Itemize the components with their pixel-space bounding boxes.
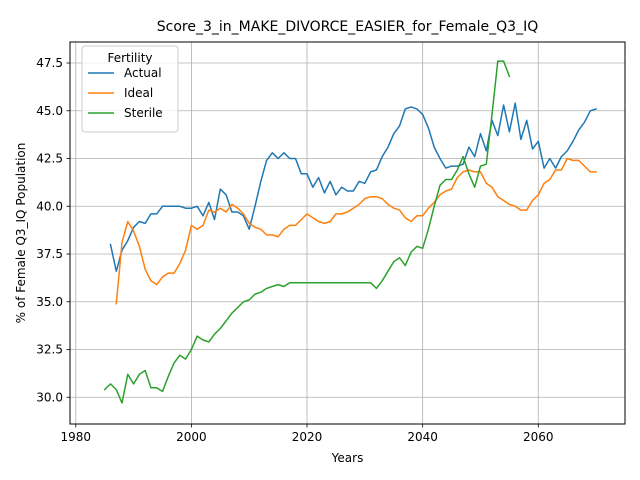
x-tick-label: 1980: [61, 430, 92, 444]
y-tick-label: 40.0: [36, 199, 63, 213]
series-line-ideal: [115, 157, 597, 305]
legend-title: Fertility: [107, 51, 152, 65]
series-lines: [103, 60, 598, 404]
y-tick-label: 30.0: [36, 390, 63, 404]
chart-title: Score_3_in_MAKE_DIVORCE_EASIER_for_Femal…: [157, 19, 538, 35]
y-tick-label: 35.0: [36, 295, 63, 309]
y-tick-label: 32.5: [36, 343, 63, 357]
x-tick-label: 2040: [407, 430, 438, 444]
y-tick-label: 47.5: [36, 56, 63, 70]
x-tick-label: 2060: [523, 430, 554, 444]
series-line-actual: [109, 102, 598, 272]
plot-frame: [69, 41, 626, 425]
x-tick-label: 2020: [292, 430, 323, 444]
y-tick-label: 45.0: [36, 104, 63, 118]
legend-label-sterile: Sterile: [124, 106, 163, 120]
x-axis-title: Years: [331, 451, 364, 465]
y-axis: 30.0 32.5 35.0 37.5 40.0 42.5 45.0 47.5: [36, 56, 70, 404]
x-axis: 1980 2000 2020 2040 2060: [61, 424, 554, 444]
grid-lines: [70, 42, 625, 424]
x-tick-label: 2000: [176, 430, 207, 444]
series-line-sterile: [103, 60, 511, 404]
y-tick-label: 37.5: [36, 247, 63, 261]
y-axis-title: % of Female Q3_IQ Population: [14, 143, 28, 324]
legend-items: Actual Ideal Sterile: [88, 66, 163, 120]
legend-label-actual: Actual: [124, 66, 162, 80]
legend-label-ideal: Ideal: [124, 86, 153, 100]
legend: Fertility Actual Ideal Sterile: [81, 45, 179, 133]
legend-box: [81, 45, 179, 133]
y-tick-label: 42.5: [36, 152, 63, 166]
